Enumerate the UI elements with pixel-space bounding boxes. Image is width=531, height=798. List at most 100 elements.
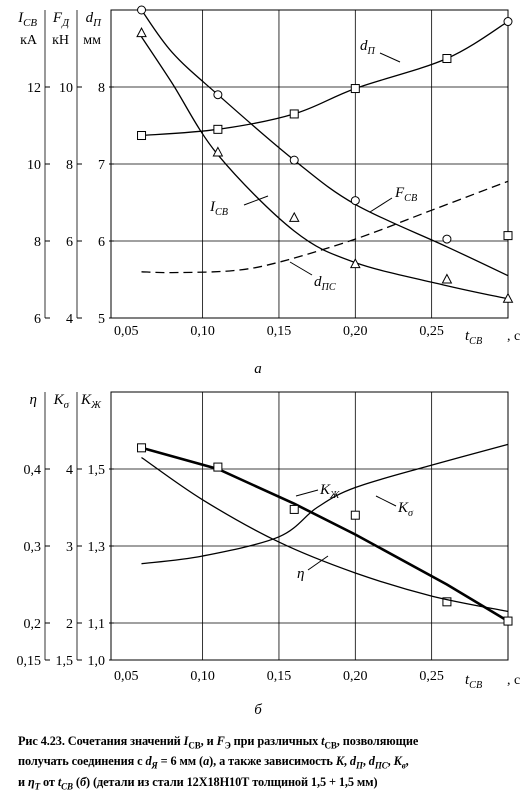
data-point (502, 292, 514, 303)
leader-line (243, 195, 269, 206)
panel-label-a: а (254, 361, 262, 377)
y-axis-unit-2: мм (83, 33, 101, 48)
y-tick-label: 8 (66, 158, 73, 173)
x-tick-label: 0,20 (343, 324, 368, 339)
leader-line (295, 489, 319, 497)
y-tick-label: 1,5 (56, 654, 74, 669)
y-tick-label: 3 (66, 540, 73, 555)
data-point (137, 131, 147, 141)
caption-text: ), а также зависимость (209, 754, 336, 769)
y-tick-label: 0,2 (24, 617, 42, 632)
y-tick-label: 1,5 (88, 463, 106, 478)
x-axis-label: tСВ (465, 672, 482, 691)
x-tick-label: 0,10 (190, 324, 215, 339)
data-point (503, 231, 513, 241)
y-axis-unit-0: кА (20, 33, 38, 48)
y-tick-label: 12 (27, 81, 41, 96)
caption-line-1: Рис 4.23. Сочетания значений IСВ, и FЭ п… (18, 734, 419, 751)
curve-label-fsv: FСВ (394, 185, 417, 204)
data-point (442, 54, 452, 64)
y-tick-label: 0,3 (24, 540, 42, 555)
y-tick-label: 7 (98, 158, 105, 173)
data-point (289, 155, 299, 165)
y-axis-unit-1: кН (52, 33, 69, 48)
series-line (140, 9, 509, 277)
x-tick-label: 0,20 (343, 669, 368, 684)
y-tick-label: 5 (98, 312, 105, 327)
caption-text: Рис 4.23. Сочетания значений (18, 734, 184, 748)
data-point (212, 146, 224, 157)
y-tick-label: 6 (66, 235, 73, 250)
plot-frame (110, 391, 509, 661)
y-axis-label-0: IСВ (17, 10, 37, 29)
data-point (289, 504, 299, 514)
x-tick-label: 0,10 (190, 669, 215, 684)
caption-text: ( (72, 774, 80, 789)
data-point (350, 196, 360, 206)
x-axis-label: tСВ (465, 328, 482, 347)
data-point (442, 597, 452, 607)
caption-line-3: и ηТ от tСВ (б) (детали из стали 12Х18Н1… (18, 774, 378, 792)
caption-text: получать соединения с (18, 754, 146, 769)
curve-label-eta: η (297, 566, 304, 582)
y-tick-label: 0,15 (17, 654, 42, 669)
data-point (350, 84, 360, 94)
data-point (350, 510, 360, 520)
series-line (141, 446, 509, 623)
caption-text: ) (детали из стали 12Х18Н10Т толщиной 1,… (85, 774, 378, 789)
caption-text: при различных (230, 734, 322, 748)
y-tick-label: 4 (66, 463, 73, 478)
y-tick-label: 0,4 (24, 463, 42, 478)
y-tick-label: 8 (98, 81, 105, 96)
series-line (141, 180, 509, 274)
y-tick-label: 10 (59, 81, 73, 96)
y-tick-label: 6 (98, 235, 105, 250)
curve-label-dp: dП (360, 38, 376, 57)
x-axis-unit: , с (507, 329, 520, 344)
data-point (503, 17, 513, 27)
data-point (442, 234, 452, 244)
chart-b: 0,15 0,2 0,3 0,4 η 1,5 2 3 4 Kσ 1,0 1,1 1,3 1,5 KЖ 0,05… (17, 391, 520, 718)
x-axis-unit: , с (507, 673, 520, 688)
curve-label-dps: dПС (314, 274, 336, 293)
y-tick-label: 1,1 (88, 617, 106, 632)
caption-text: , позволяющие (336, 734, 419, 748)
series-line (141, 21, 509, 137)
curve-label-kzh: KЖ (319, 482, 340, 501)
panel-label-b: б (254, 702, 262, 718)
x-tick-label: 0,05 (114, 669, 139, 684)
y-tick-label: 1,3 (88, 540, 106, 555)
chart-figure: 6 8 10 12 IСВ кА 4 6 8 10 FД кН 5 6 7 8 dП мм 0,05 0,10 0,15… (17, 5, 520, 718)
y-axis-label-1: FД (52, 10, 70, 29)
x-tick-label: 0,05 (114, 324, 139, 339)
caption-text: и (18, 774, 28, 789)
y-tick-label: 8 (34, 235, 41, 250)
y-tick-label: 6 (34, 312, 41, 327)
series-line (141, 443, 509, 565)
y-axis-label-0: η (30, 392, 37, 408)
data-point (136, 27, 147, 38)
series-line (140, 36, 509, 300)
x-tick-label: 0,15 (267, 669, 292, 684)
series-line (141, 456, 509, 613)
chart-a: 6 8 10 12 IСВ кА 4 6 8 10 FД кН 5 6 7 8 dП мм 0,05 0,10 0,15… (17, 5, 520, 377)
caption-text: = 6 мм ( (157, 754, 204, 769)
x-tick-label: 0,15 (267, 324, 292, 339)
data-point (288, 211, 300, 222)
leader-line (375, 495, 397, 507)
leader-line (379, 52, 401, 63)
x-tick-label: 0,25 (419, 324, 444, 339)
data-point (213, 462, 223, 472)
caption-line-2: получать соединения с dЯ = 6 мм (а), а т… (18, 754, 409, 771)
y-axis-label-2: KЖ (80, 392, 102, 411)
y-axis-label-2: dП (86, 10, 103, 29)
data-point (289, 109, 299, 119)
leader-line (307, 555, 329, 571)
data-point (137, 5, 147, 15)
curve-label-ksigma: Kσ (397, 500, 414, 519)
data-point (441, 273, 453, 284)
y-axis-label-1: Kσ (53, 392, 70, 411)
y-tick-label: 1,0 (88, 654, 106, 669)
y-tick-label: 10 (27, 158, 41, 173)
data-point (349, 258, 361, 269)
